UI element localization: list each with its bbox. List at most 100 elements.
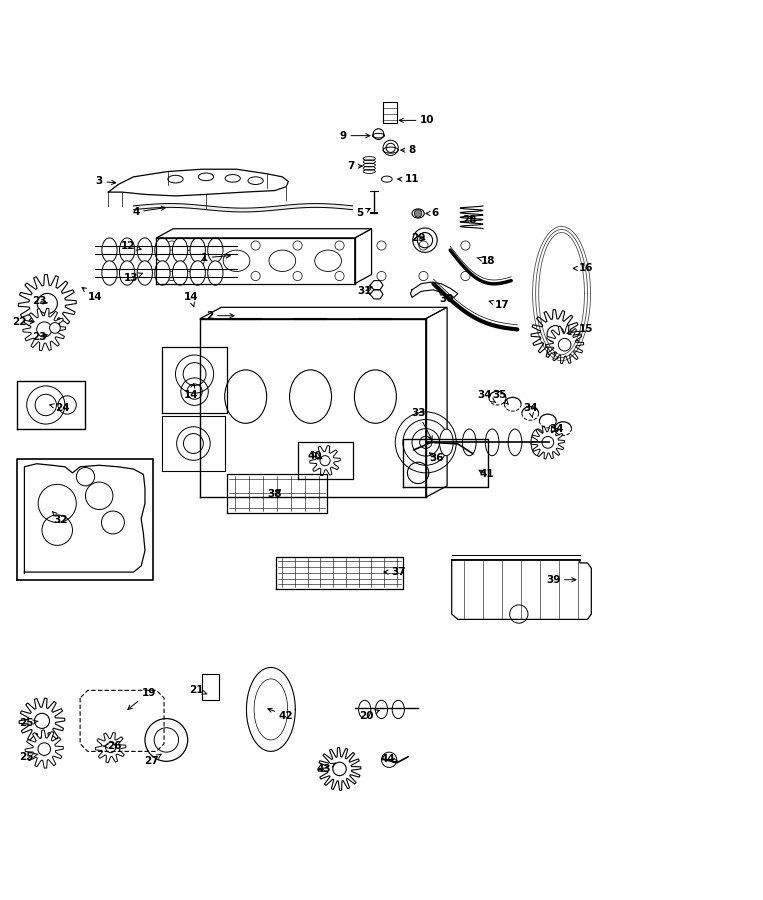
Text: 39: 39 [546,575,576,585]
Polygon shape [156,229,372,238]
Text: 13: 13 [124,273,143,283]
Text: 32: 32 [52,511,69,526]
Ellipse shape [208,261,223,285]
Text: 3: 3 [95,176,116,186]
Text: 31: 31 [357,286,372,296]
Circle shape [34,714,50,728]
Polygon shape [426,307,447,498]
Polygon shape [531,426,565,459]
Ellipse shape [508,429,522,455]
Ellipse shape [392,700,404,718]
Polygon shape [310,446,340,476]
Ellipse shape [137,261,153,285]
Polygon shape [200,307,447,319]
Ellipse shape [462,429,476,455]
Circle shape [333,762,346,776]
Circle shape [547,326,564,342]
Text: 37: 37 [384,567,406,577]
Text: 18: 18 [477,256,496,266]
Ellipse shape [439,429,453,455]
Ellipse shape [190,238,205,262]
Polygon shape [25,730,63,769]
Text: 10: 10 [399,115,435,125]
Polygon shape [23,308,66,351]
Text: 14: 14 [183,383,198,400]
Ellipse shape [190,261,205,285]
Text: 6: 6 [426,209,439,219]
Text: 27: 27 [143,754,161,766]
Polygon shape [95,733,126,762]
Text: 15: 15 [567,324,594,335]
Circle shape [320,455,330,465]
Text: 41: 41 [479,470,494,480]
Ellipse shape [531,429,545,455]
Polygon shape [355,229,372,284]
Text: 4: 4 [132,206,166,217]
Ellipse shape [359,700,371,718]
Ellipse shape [120,238,135,262]
Ellipse shape [375,700,388,718]
Text: 34: 34 [477,390,496,402]
Text: 12: 12 [121,240,141,250]
Text: 25: 25 [19,752,38,761]
Bar [383,102,397,123]
Ellipse shape [485,429,499,455]
Text: 25: 25 [19,718,38,728]
Text: 5: 5 [356,209,370,219]
Text: 1: 1 [201,253,230,263]
Circle shape [542,436,554,448]
Text: 23: 23 [32,332,47,342]
Polygon shape [318,748,361,790]
Text: 26: 26 [103,741,122,751]
Text: 38: 38 [267,490,282,500]
Ellipse shape [120,261,135,285]
Text: 24: 24 [50,403,70,413]
Text: 9: 9 [340,130,370,140]
Polygon shape [531,310,580,358]
Ellipse shape [155,238,170,262]
Text: 16: 16 [573,264,594,274]
Ellipse shape [172,238,188,262]
Text: 28: 28 [462,214,477,225]
Text: 29: 29 [411,233,425,243]
Text: 17: 17 [489,300,510,310]
Text: 8: 8 [401,145,416,155]
Circle shape [37,322,52,337]
Polygon shape [19,698,65,743]
Text: 43: 43 [317,763,336,774]
Text: 20: 20 [359,710,379,721]
Ellipse shape [102,261,118,285]
Text: 40: 40 [307,451,322,461]
Text: 44: 44 [380,754,398,764]
Circle shape [559,338,571,351]
Text: 33: 33 [410,409,432,440]
Text: 42: 42 [268,708,294,721]
Ellipse shape [137,238,153,262]
Text: 11: 11 [398,174,420,184]
Polygon shape [546,326,584,364]
Text: 7: 7 [347,161,362,171]
Text: 34: 34 [523,403,538,418]
Text: 30: 30 [439,290,454,304]
Text: 14: 14 [82,287,103,302]
Text: 23: 23 [32,296,47,306]
Circle shape [414,210,422,217]
Circle shape [105,742,116,752]
Text: 35: 35 [492,390,508,404]
Text: 34: 34 [549,424,565,434]
Text: 19: 19 [128,688,156,709]
Text: 14: 14 [183,292,198,307]
Text: 21: 21 [189,685,207,696]
Ellipse shape [102,238,118,262]
Text: 2: 2 [206,310,234,320]
Circle shape [50,322,60,333]
Ellipse shape [172,261,188,285]
Ellipse shape [208,238,223,262]
Circle shape [38,742,50,755]
Ellipse shape [155,261,170,285]
Text: 22: 22 [11,317,34,327]
Bar [202,673,219,700]
Circle shape [37,293,57,313]
Text: 36: 36 [429,453,444,463]
Polygon shape [18,274,76,332]
